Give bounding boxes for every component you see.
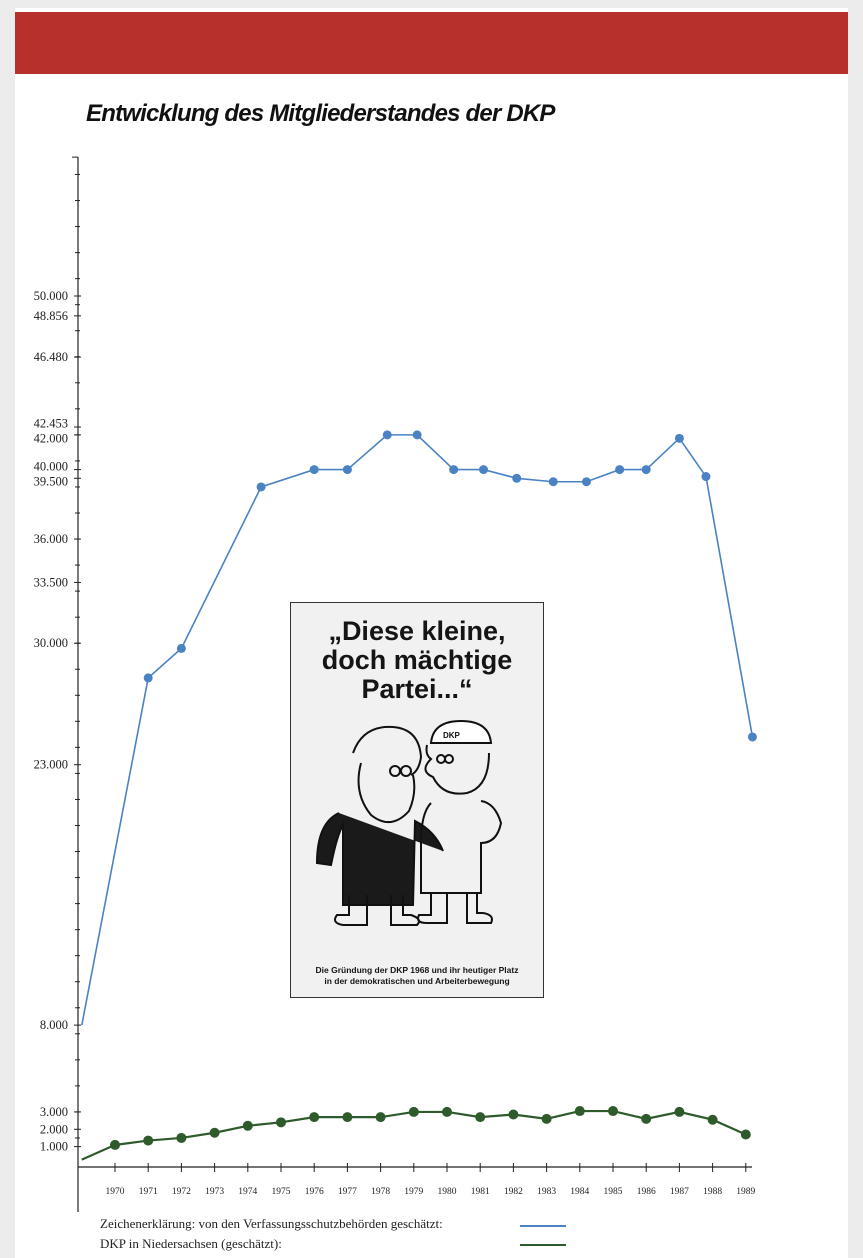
data-point	[641, 465, 651, 475]
x-tick-label: 1988	[703, 1187, 722, 1197]
data-point	[548, 477, 558, 487]
y-tick-label: 30.000	[34, 636, 68, 650]
data-point	[674, 433, 684, 443]
x-tick-label: 1975	[272, 1187, 291, 1197]
y-tick-label: 39.500	[34, 474, 68, 488]
data-point	[276, 1117, 286, 1128]
x-tick-label: 1977	[338, 1187, 357, 1197]
y-tick-label: 40.000	[34, 459, 68, 473]
y-tick-label: 48.856	[34, 309, 68, 323]
y-tick-label: 1.000	[40, 1140, 68, 1154]
data-point	[615, 465, 625, 475]
poster-image: „Diese kleine, doch mächtige Partei...“ …	[290, 602, 544, 998]
data-point	[309, 465, 319, 475]
y-tick-label: 42.453	[34, 416, 68, 430]
poster-headline: „Diese kleine, doch mächtige Partei...“	[291, 617, 543, 704]
data-point	[581, 477, 591, 487]
data-point	[176, 1132, 187, 1143]
data-point	[475, 1112, 486, 1123]
data-point	[747, 732, 757, 742]
x-tick-label: 1976	[305, 1187, 324, 1197]
x-tick-label: 1986	[637, 1187, 656, 1197]
data-point	[309, 1112, 320, 1123]
poster-caption-line: Die Gründung der DKP 1968 und ihr heutig…	[315, 965, 519, 975]
header-band	[15, 12, 848, 74]
data-point	[342, 1112, 353, 1123]
x-tick-label: 1983	[537, 1187, 556, 1197]
data-point	[701, 472, 711, 482]
chart-title: Entwicklung des Mitgliederstandes der DK…	[86, 100, 555, 127]
poster-caption: Die Gründung der DKP 1968 und ihr heutig…	[291, 965, 543, 987]
x-tick-label: 1985	[604, 1187, 623, 1197]
data-point	[176, 643, 186, 653]
y-tick-label: 23.000	[34, 758, 68, 772]
poster-headline-line: Partei...“	[361, 674, 473, 704]
data-point	[408, 1106, 419, 1117]
x-tick-label: 1980	[438, 1187, 457, 1197]
cap-text: DKP	[443, 731, 461, 740]
data-point	[541, 1113, 552, 1124]
data-point	[479, 465, 489, 475]
poster-headline-line: doch mächtige	[321, 645, 513, 675]
legend-swatch-green	[520, 1244, 566, 1246]
data-point	[143, 673, 153, 683]
x-tick-label: 1971	[139, 1187, 158, 1197]
y-tick-label: 36.000	[34, 532, 68, 546]
data-point	[641, 1113, 652, 1124]
y-tick-label: 2.000	[40, 1122, 68, 1136]
legend-entry-blue: Zeichenerklärung: von den Verfassungssch…	[100, 1216, 443, 1232]
legend-label: Zeichenerklärung: von den Verfassungssch…	[100, 1216, 443, 1231]
data-point	[508, 1109, 519, 1120]
data-point	[449, 465, 459, 475]
legend-label: DKP in Niedersachsen (geschätzt):	[100, 1236, 282, 1251]
data-point	[574, 1106, 585, 1117]
series-line-blue	[81, 434, 754, 1026]
x-tick-label: 1974	[238, 1187, 257, 1197]
y-tick-label: 33.500	[34, 575, 68, 589]
data-point	[143, 1135, 154, 1146]
x-tick-label: 1984	[570, 1187, 589, 1197]
data-point	[608, 1106, 618, 1117]
x-tick-label: 1989	[736, 1187, 755, 1197]
x-tick-label: 1970	[106, 1187, 125, 1197]
y-tick-label: 42.000	[34, 431, 68, 445]
y-tick-label: 8.000	[40, 1018, 68, 1032]
data-point	[110, 1139, 120, 1150]
x-tick-label: 1973	[205, 1187, 224, 1197]
legend-swatch-blue	[520, 1225, 566, 1227]
x-tick-label: 1982	[504, 1187, 523, 1197]
x-tick-label: 1987	[670, 1187, 689, 1197]
x-tick-label: 1978	[371, 1187, 390, 1197]
poster-headline-line: „Diese kleine,	[328, 616, 506, 646]
data-point	[740, 1129, 751, 1140]
data-point	[512, 473, 522, 483]
data-point	[209, 1127, 220, 1138]
data-point	[442, 1106, 452, 1117]
data-point	[382, 430, 392, 440]
data-point	[674, 1106, 685, 1117]
x-tick-label: 1972	[172, 1187, 191, 1197]
y-tick-label: 46.480	[34, 350, 68, 364]
data-point	[256, 482, 266, 492]
y-tick-label: 3.000	[40, 1105, 68, 1119]
data-point	[375, 1112, 386, 1123]
y-tick-label: 50.000	[34, 289, 68, 303]
data-point	[412, 430, 422, 440]
cartoon-figures: DKP	[315, 719, 503, 926]
x-tick-label: 1981	[471, 1187, 490, 1197]
data-point	[707, 1114, 718, 1125]
data-point	[242, 1120, 253, 1131]
x-tick-label: 1979	[404, 1187, 423, 1197]
data-point	[342, 465, 352, 475]
poster-caption-line: in der demokratischen und Arbeiterbewegu…	[324, 976, 510, 986]
legend-entry-green: DKP in Niedersachsen (geschätzt):	[100, 1236, 282, 1252]
